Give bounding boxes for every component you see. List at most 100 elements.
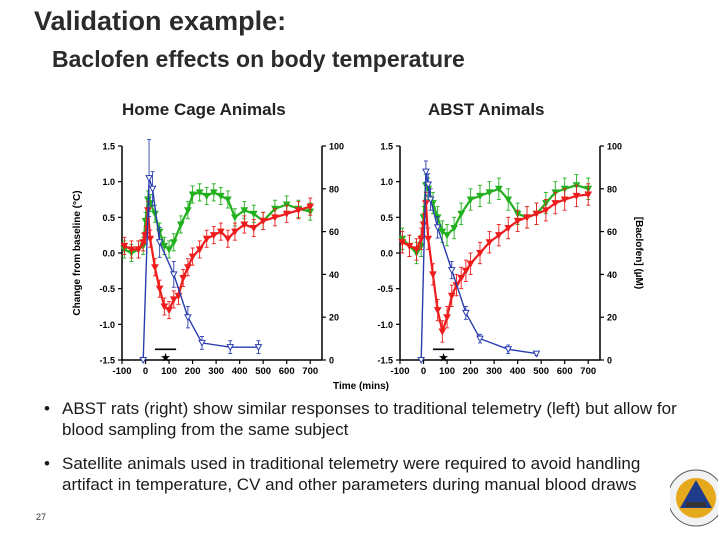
y-tick-label: 1.5 — [380, 142, 393, 152]
data-point — [504, 346, 513, 354]
panel-label-abst: ABST Animals — [428, 100, 545, 119]
data-point — [195, 189, 204, 197]
data-point — [134, 246, 143, 254]
y-tick-label: -1.5 — [99, 356, 115, 366]
data-point — [447, 292, 456, 300]
data-point — [494, 185, 503, 193]
significance-star: ★ — [160, 350, 171, 364]
data-point — [155, 239, 164, 247]
organization-logo — [670, 469, 718, 527]
x-tick-label: 700 — [302, 366, 318, 377]
data-point — [438, 328, 447, 336]
data-point — [271, 214, 279, 222]
y2-tick-label: 0 — [329, 356, 334, 366]
data-point — [165, 307, 173, 315]
series-green — [120, 183, 315, 263]
data-point — [443, 314, 451, 322]
data-point — [231, 228, 239, 236]
y-tick-label: -1.0 — [377, 320, 393, 330]
baclofen-temperature-chart: -1.5 -1.0 -0.5 0.0 0.5 1.0 1.5 0 20 40 60 80 100 -100… — [72, 139, 644, 392]
chart-panel-1: -1.5 -1.0 -0.5 0.0 0.5 1.0 1.5 0 20 40 60 80 100 -100… — [72, 139, 344, 377]
data-point — [513, 217, 522, 225]
bullet-dot: • — [44, 399, 50, 418]
y-tick-label: 1.0 — [102, 177, 115, 187]
data-point — [551, 200, 560, 208]
x-tick-label: -100 — [390, 366, 409, 377]
data-point — [155, 285, 164, 293]
data-point — [169, 296, 178, 304]
data-point — [146, 235, 155, 243]
y2-axis-title: [Baclofen] (µM) — [633, 217, 644, 289]
data-point — [438, 228, 447, 236]
data-point — [294, 207, 303, 215]
data-point — [466, 260, 475, 268]
data-point — [424, 181, 433, 189]
data-point — [209, 232, 218, 240]
data-point — [405, 242, 414, 250]
y-axis-title: Change from baseline (°C) — [72, 190, 83, 315]
chart-panel-2: -1.5 -1.0 -0.5 0.0 0.5 1.0 1.5 0 20 40 60 80 100 -100… — [377, 142, 644, 378]
data-point — [450, 225, 458, 233]
data-point — [240, 221, 249, 229]
data-point — [429, 271, 437, 279]
data-point — [412, 246, 421, 254]
data-point — [249, 225, 258, 233]
x-tick-label: -100 — [112, 366, 131, 377]
data-point — [160, 242, 169, 250]
data-point — [419, 221, 428, 229]
data-point — [224, 235, 232, 243]
x-tick-label: 700 — [580, 366, 596, 377]
data-point — [184, 207, 192, 215]
data-point — [202, 235, 211, 243]
data-point — [216, 228, 225, 236]
series-red — [398, 183, 593, 343]
x-tick-label: 0 — [421, 366, 426, 377]
y2-tick-label: 60 — [607, 227, 617, 237]
data-point — [282, 210, 291, 218]
data-point — [127, 246, 136, 254]
data-point — [476, 250, 484, 258]
data-point — [231, 214, 239, 222]
data-point — [184, 314, 192, 322]
data-point — [139, 357, 148, 365]
x-tick-label: 100 — [439, 366, 455, 377]
data-point — [443, 232, 451, 240]
y2-tick-label: 40 — [329, 270, 339, 280]
x-tick-label: 400 — [510, 366, 526, 377]
data-point — [209, 189, 218, 197]
data-point — [282, 201, 291, 209]
bullet-text-2: Satellite animals used in traditional te… — [62, 454, 641, 494]
data-point — [184, 264, 192, 272]
data-point — [398, 239, 407, 247]
data-point — [216, 192, 225, 200]
data-point — [426, 196, 435, 204]
y2-tick-label: 60 — [329, 227, 339, 237]
series-line — [123, 205, 311, 312]
data-point — [169, 239, 178, 247]
y-tick-label: -0.5 — [377, 284, 393, 294]
data-point — [240, 207, 249, 215]
y-tick-label: 0.5 — [380, 213, 393, 223]
y2-tick-label: 80 — [607, 184, 617, 194]
data-point — [542, 207, 550, 215]
data-point — [165, 246, 173, 254]
data-point — [532, 350, 541, 358]
data-point — [532, 210, 541, 218]
series-line — [420, 171, 537, 361]
x-tick-label: 300 — [208, 366, 224, 377]
data-point — [504, 225, 513, 233]
data-point — [259, 217, 268, 225]
data-point — [179, 274, 188, 283]
bullet-text-1: ABST rats (right) show similar responses… — [62, 399, 677, 439]
data-point — [485, 239, 494, 247]
x-tick-label: 600 — [557, 366, 573, 377]
data-point — [476, 192, 484, 200]
data-point — [145, 175, 153, 183]
x-axis-title: Time (mins) — [333, 381, 389, 392]
data-point — [504, 196, 513, 204]
slide-title: Validation example: — [34, 6, 287, 36]
y2-tick-label: 20 — [329, 313, 339, 323]
y-tick-label: 0.0 — [102, 249, 115, 259]
x-tick-label: 100 — [161, 366, 177, 377]
data-point — [139, 239, 148, 247]
